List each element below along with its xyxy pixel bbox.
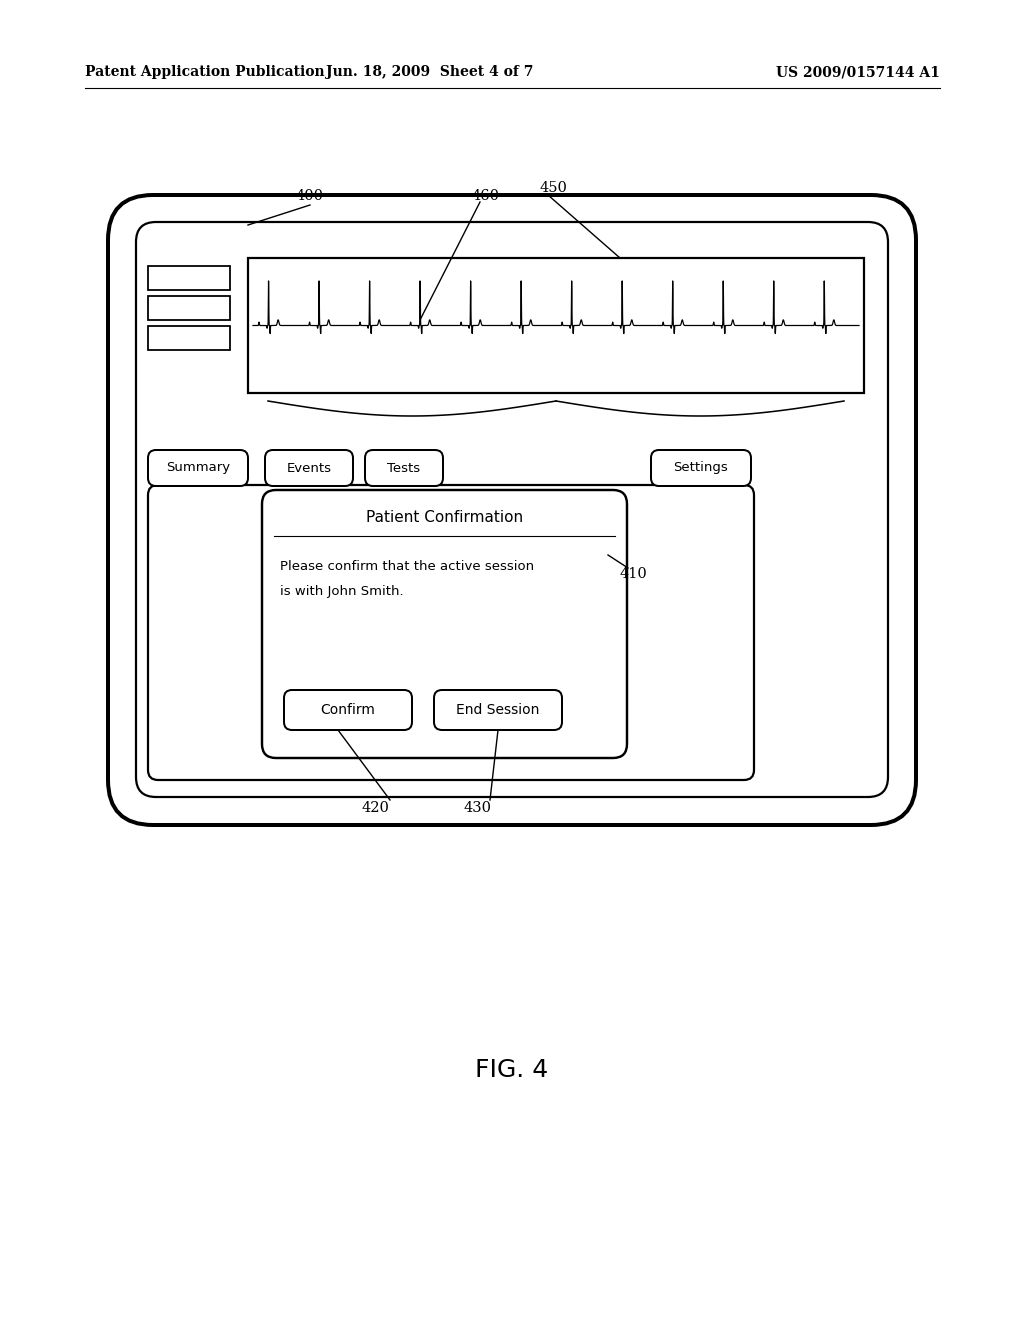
Text: Events: Events xyxy=(287,462,332,474)
Text: US 2009/0157144 A1: US 2009/0157144 A1 xyxy=(776,65,940,79)
Text: FIG. 4: FIG. 4 xyxy=(475,1059,549,1082)
Text: 450: 450 xyxy=(540,181,568,195)
FancyBboxPatch shape xyxy=(262,490,627,758)
Text: 420: 420 xyxy=(361,801,389,814)
Text: Please confirm that the active session: Please confirm that the active session xyxy=(280,560,535,573)
FancyBboxPatch shape xyxy=(651,450,751,486)
FancyBboxPatch shape xyxy=(434,690,562,730)
Bar xyxy=(148,296,230,319)
Text: Patent Application Publication: Patent Application Publication xyxy=(85,65,325,79)
Bar xyxy=(148,326,230,350)
Text: Confirm: Confirm xyxy=(321,704,376,717)
Text: Settings: Settings xyxy=(674,462,728,474)
Text: Jun. 18, 2009  Sheet 4 of 7: Jun. 18, 2009 Sheet 4 of 7 xyxy=(327,65,534,79)
Bar xyxy=(148,267,230,290)
FancyBboxPatch shape xyxy=(108,195,916,825)
Text: End Session: End Session xyxy=(457,704,540,717)
Text: 400: 400 xyxy=(295,189,323,203)
Text: 460: 460 xyxy=(472,189,500,203)
FancyBboxPatch shape xyxy=(265,450,353,486)
Text: 410: 410 xyxy=(620,568,648,581)
Text: Patient Confirmation: Patient Confirmation xyxy=(366,511,523,525)
FancyBboxPatch shape xyxy=(136,222,888,797)
FancyBboxPatch shape xyxy=(365,450,443,486)
FancyBboxPatch shape xyxy=(148,450,248,486)
Bar xyxy=(248,257,864,393)
Text: is with John Smith.: is with John Smith. xyxy=(280,586,403,598)
Text: Summary: Summary xyxy=(166,462,230,474)
Text: Tests: Tests xyxy=(387,462,421,474)
FancyBboxPatch shape xyxy=(148,484,754,780)
FancyBboxPatch shape xyxy=(284,690,412,730)
Text: 430: 430 xyxy=(463,801,490,814)
